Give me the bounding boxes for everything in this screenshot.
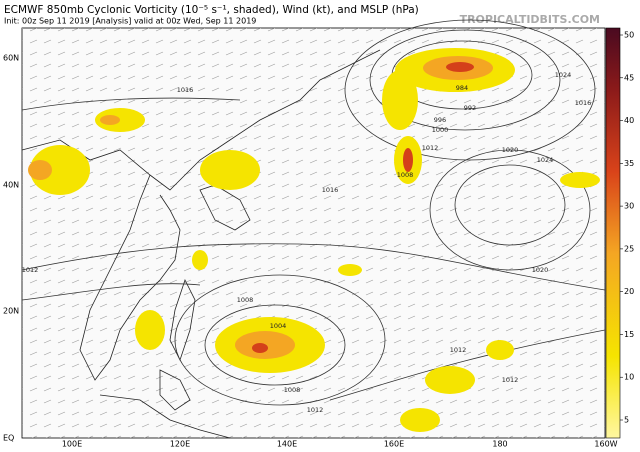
isobar-label: 1020 — [502, 146, 519, 154]
lat-label: 20N — [3, 307, 19, 316]
isobar-label: 1012 — [307, 406, 324, 414]
isobar-label: 1012 — [422, 144, 439, 152]
isobar-label: 1012 — [22, 266, 39, 274]
colorbar-label: 10 — [624, 373, 634, 382]
colorbar-label: 50 — [624, 31, 634, 40]
lat-label: 40N — [3, 181, 19, 190]
isobar-label: 1016 — [322, 186, 339, 194]
isobar-label: 1024 — [537, 156, 554, 164]
isobar-label: 992 — [464, 104, 476, 112]
isobar-label: 1008 — [237, 296, 254, 304]
isobar-label: 1008 — [397, 171, 414, 179]
colorbar-label: 25 — [624, 244, 634, 253]
subtitle: Init: 00z Sep 11 2019 [Analysis] valid a… — [4, 17, 256, 26]
colorbar-label: 20 — [624, 287, 634, 296]
title: ECMWF 850mb Cyclonic Vorticity (10⁻⁵ s⁻¹… — [4, 4, 419, 16]
isobar-label: 1008 — [284, 386, 301, 394]
colorbar — [605, 27, 621, 439]
isobar-label: 1016 — [177, 86, 194, 94]
colorbar-label: 15 — [624, 330, 634, 339]
lon-label: 120E — [170, 440, 190, 449]
colorbar-label: 5 — [624, 416, 629, 425]
isobar-label: 1012 — [502, 376, 519, 384]
colorbar-label: 30 — [624, 202, 634, 211]
isobar-label: 1016 — [575, 99, 592, 107]
lon-label: 160W — [594, 440, 617, 449]
lon-label: 180 — [492, 440, 507, 449]
isobar-label: 1012 — [450, 346, 467, 354]
lon-label: 100E — [62, 440, 82, 449]
isobar-label: 1004 — [270, 322, 287, 330]
watermark: TROPICALTIDBITS.COM — [460, 13, 600, 26]
colorbar-label: 35 — [624, 159, 634, 168]
colorbar-label: 40 — [624, 116, 634, 125]
colorbar-label: 45 — [624, 73, 634, 82]
lon-label: 140E — [277, 440, 297, 449]
isobar-label: 1020 — [532, 266, 549, 274]
isobar-label: 1000 — [432, 126, 449, 134]
lat-label: EQ — [3, 434, 14, 443]
lat-label: 60N — [3, 54, 19, 63]
map-area — [21, 19, 606, 439]
isobar-label: 996 — [434, 116, 446, 124]
lon-label: 160E — [384, 440, 404, 449]
isobar-label: 1024 — [555, 71, 572, 79]
isobar-label: 984 — [456, 84, 468, 92]
